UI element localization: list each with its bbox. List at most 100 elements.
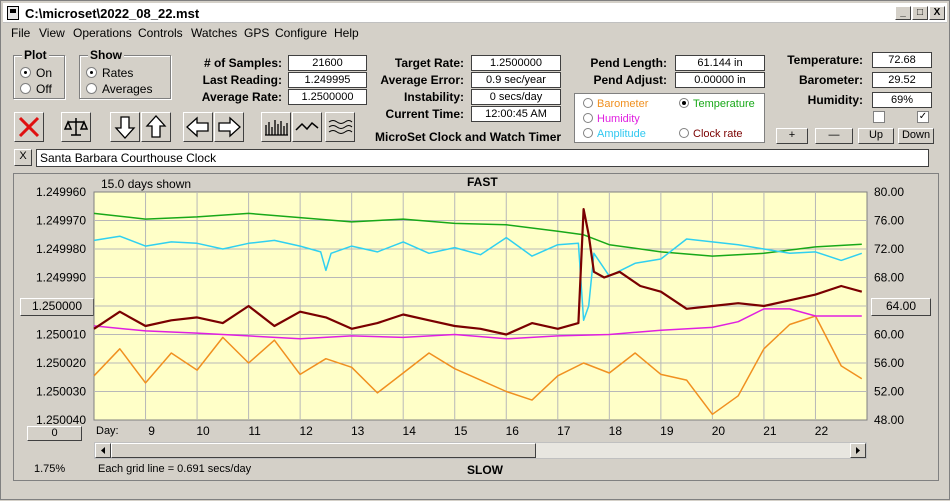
- humidity-field: 69%: [872, 92, 932, 108]
- chevron-right-icon: [856, 447, 860, 454]
- smooth-plot-button[interactable]: [292, 112, 322, 142]
- clear-button[interactable]: [14, 112, 44, 142]
- histogram-button[interactable]: [261, 112, 291, 142]
- arrow-up-icon: [145, 115, 167, 138]
- plot-off-radio[interactable]: Off: [20, 82, 52, 96]
- radio-selected-icon: [679, 98, 689, 108]
- scroll-left-arrow[interactable]: [95, 443, 111, 458]
- menu-operations[interactable]: Operations: [73, 26, 132, 40]
- barometer-field: 29.52: [872, 72, 932, 88]
- multi-wave-icon: [328, 120, 353, 134]
- time-scrollbar[interactable]: [94, 442, 867, 459]
- barometer-label: Barometer:: [798, 73, 863, 87]
- title-bar[interactable]: C:\microset\2022_08_22.mst _ □ X: [3, 3, 947, 23]
- check-mark-icon: ✓: [918, 111, 928, 122]
- menu-file[interactable]: File: [11, 26, 31, 40]
- clock-name-input[interactable]: Santa Barbara Courthouse Clock: [36, 149, 929, 167]
- maximize-button[interactable]: □: [912, 6, 928, 20]
- series-selector: Barometer Temperature Humidity Amplitude…: [574, 93, 765, 143]
- legend-amplitude[interactable]: Amplitude: [583, 128, 646, 140]
- scroll-right-button[interactable]: [214, 112, 244, 142]
- temperature-field: 72.68: [872, 52, 932, 68]
- multi-plot-button[interactable]: [325, 112, 355, 142]
- offset-button[interactable]: 0: [27, 426, 82, 441]
- legend-humidity-label: Humidity: [597, 113, 640, 125]
- legend-clock-rate[interactable]: Clock rate: [679, 128, 743, 140]
- radio-unselected-icon: [583, 113, 593, 123]
- right-center-button[interactable]: 64.00: [871, 298, 931, 316]
- plot-off-label: Off: [36, 82, 52, 96]
- target-rate-label: Target Rate:: [394, 56, 464, 70]
- up-button[interactable]: Up: [858, 128, 894, 144]
- plot-group-title: Plot: [22, 48, 49, 62]
- current-time-field: 12:00:45 AM: [471, 106, 561, 122]
- minus-button[interactable]: —: [815, 128, 853, 144]
- day-axis-label: Day:: [96, 425, 119, 437]
- wave-icon: [295, 121, 319, 131]
- days-shown-label: 15.0 days shown: [101, 177, 192, 191]
- target-rate-field[interactable]: 1.2500000: [471, 55, 561, 71]
- histogram-icon: [265, 120, 288, 136]
- show-rates-label: Rates: [102, 66, 134, 80]
- red-x-icon: [18, 116, 40, 138]
- clear-clock-name-button[interactable]: X: [14, 149, 32, 166]
- arrow-right-icon: [218, 116, 241, 138]
- slow-label: SLOW: [467, 463, 503, 477]
- radio-unselected-icon: [679, 128, 689, 138]
- average-error-field: 0.9 sec/year: [471, 72, 561, 88]
- left-center-button[interactable]: 1.250000: [20, 298, 94, 316]
- radio-unselected-icon: [20, 83, 31, 94]
- menu-help[interactable]: Help: [334, 26, 359, 40]
- arrow-left-icon: [186, 116, 209, 138]
- show-rates-radio[interactable]: Rates: [86, 66, 133, 80]
- samples-field: 21600: [288, 55, 367, 71]
- instability-label: Instability:: [403, 90, 464, 104]
- temperature-label: Temperature:: [787, 53, 863, 67]
- legend-temperature[interactable]: Temperature: [679, 98, 755, 110]
- last-reading-label: Last Reading:: [202, 73, 282, 87]
- radio-unselected-icon: [583, 98, 593, 108]
- plot-on-label: On: [36, 66, 53, 80]
- legend-temperature-label: Temperature: [693, 98, 755, 110]
- radio-unselected-icon: [86, 83, 97, 94]
- menu-watches[interactable]: Watches: [191, 26, 238, 40]
- scroll-left-button[interactable]: [183, 112, 213, 142]
- balance-button[interactable]: [61, 112, 91, 142]
- pend-length-field[interactable]: 61.144 in: [675, 55, 765, 71]
- plot-group: Plot On Off: [13, 48, 65, 99]
- minimize-button[interactable]: _: [895, 6, 911, 20]
- window-title: C:\microset\2022_08_22.mst: [25, 6, 200, 21]
- legend-clock-rate-label: Clock rate: [693, 128, 743, 140]
- average-error-label: Average Error:: [380, 73, 464, 87]
- scroll-down-button[interactable]: [110, 112, 140, 142]
- checkbox-left[interactable]: [873, 111, 885, 123]
- plus-button[interactable]: +: [776, 128, 808, 144]
- radio-selected-icon: [20, 67, 31, 78]
- show-averages-label: Averages: [102, 82, 153, 96]
- plot-panel: [13, 173, 939, 481]
- pend-adjust-label: Pend Adjust:: [593, 73, 667, 87]
- arrow-down-icon: [114, 116, 136, 139]
- close-window-button[interactable]: X: [929, 6, 945, 20]
- legend-barometer[interactable]: Barometer: [583, 98, 648, 110]
- menu-gps[interactable]: GPS: [244, 26, 270, 40]
- balance-scale-icon: [63, 118, 89, 136]
- show-averages-radio[interactable]: Averages: [86, 82, 152, 96]
- samples-label: # of Samples:: [203, 56, 282, 70]
- checkbox-right[interactable]: ✓: [917, 111, 929, 123]
- menu-controls[interactable]: Controls: [138, 26, 183, 40]
- pend-adjust-field: 0.00000 in: [675, 72, 765, 88]
- scroll-up-button[interactable]: [141, 112, 171, 142]
- app-caption: MicroSet Clock and Watch Timer: [375, 130, 562, 144]
- plot-on-radio[interactable]: On: [20, 66, 52, 80]
- scrollbar-thumb[interactable]: [111, 443, 536, 458]
- legend-amplitude-label: Amplitude: [597, 128, 646, 140]
- down-button[interactable]: Down: [898, 128, 934, 144]
- app-icon[interactable]: [7, 6, 19, 20]
- scroll-right-arrow[interactable]: [850, 443, 866, 458]
- humidity-label: Humidity:: [807, 93, 863, 107]
- menu-configure[interactable]: Configure: [275, 26, 328, 40]
- menu-view[interactable]: View: [39, 26, 65, 40]
- legend-humidity[interactable]: Humidity: [583, 113, 640, 125]
- chevron-left-icon: [101, 447, 105, 454]
